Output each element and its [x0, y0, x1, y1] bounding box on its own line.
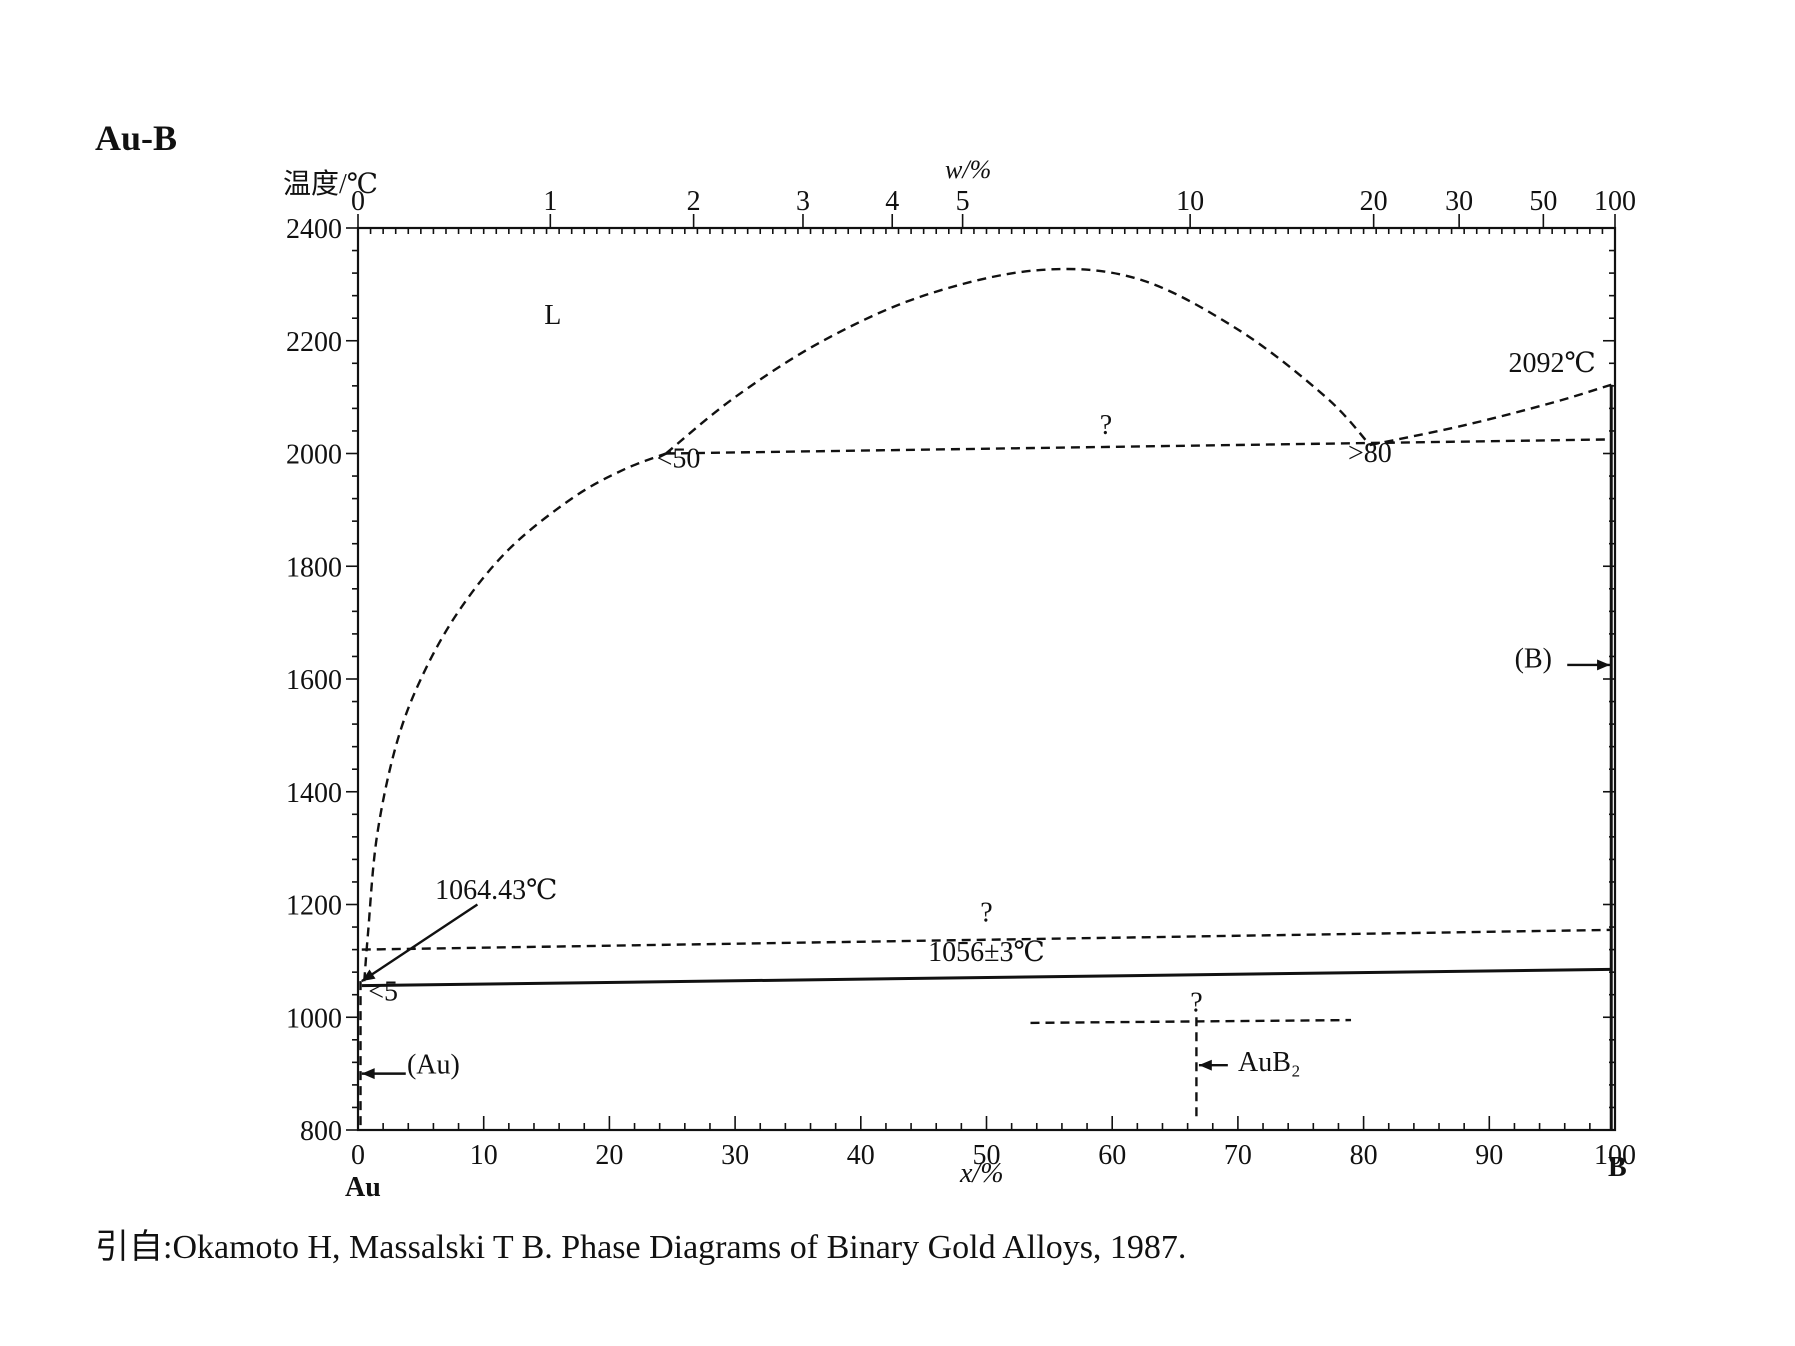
- top-tick-label: 3: [796, 186, 810, 217]
- y-tick-label: 1400: [286, 778, 342, 809]
- x-tick-label: 40: [847, 1140, 875, 1171]
- top-tick-label: 100: [1594, 186, 1636, 217]
- x-tick-label: 30: [721, 1140, 749, 1171]
- citation: 引自:Okamoto H, Massalski T B. Phase Diagr…: [95, 1228, 1186, 1266]
- annotation-label: 1064.43℃: [435, 875, 557, 906]
- annotation-label: <5: [368, 976, 398, 1007]
- y-tick-label: 800: [300, 1116, 342, 1147]
- phase-boundary-5: [361, 928, 1612, 951]
- annotation-label: ?: [1100, 410, 1112, 441]
- plot-frame: [356, 226, 1617, 1132]
- y-tick-label: 1200: [286, 891, 342, 922]
- x-tick-label: 100: [1594, 1140, 1636, 1171]
- x-tick-label: 20: [595, 1140, 623, 1171]
- top-tick-label: 50: [1529, 186, 1557, 217]
- x-left-end-label: Au: [345, 1172, 381, 1203]
- x-tick-label: 50: [973, 1140, 1001, 1171]
- phase-boundary-7: [1030, 1018, 1352, 1025]
- x-tick-label: 60: [1098, 1140, 1126, 1171]
- top-tick-label: 2: [687, 186, 701, 217]
- x-axis-label: x/%: [959, 1158, 1004, 1189]
- phase-boundary-2: [665, 267, 1371, 455]
- y-tick-label: 2200: [286, 327, 342, 358]
- annotation-label: ?: [1190, 988, 1202, 1019]
- top-tick-label: 0: [351, 186, 365, 217]
- top-tick-label: 1: [543, 186, 557, 217]
- x-right-end-label: B: [1608, 1152, 1627, 1183]
- top-tick-label: 10: [1176, 186, 1204, 217]
- x-tick-label: 10: [470, 1140, 498, 1171]
- x-tick-label: 0: [351, 1140, 365, 1171]
- phase-boundary-6: [361, 967, 1612, 988]
- phase-boundary-4: [665, 438, 1612, 455]
- annotation-label: 1056±3℃: [928, 937, 1045, 968]
- x-tick-label: 70: [1224, 1140, 1252, 1171]
- b-phase-arrow-head: [1597, 659, 1610, 671]
- phase-boundary-1: [363, 452, 667, 982]
- y-tick-label: 1000: [286, 1003, 342, 1034]
- y-tick-label: 1600: [286, 665, 342, 696]
- annotation-label: L: [544, 300, 561, 331]
- annotation-label: 2092℃: [1508, 348, 1595, 379]
- annotation-label: (B): [1515, 644, 1552, 675]
- x-tick-label: 80: [1350, 1140, 1378, 1171]
- top-tick-label: 20: [1360, 186, 1388, 217]
- melting-point-arrow-shaft: [361, 903, 479, 983]
- y-tick-label: 2000: [286, 440, 342, 471]
- annotation-label: (Au): [407, 1050, 460, 1081]
- top-tick-label: 5: [956, 186, 970, 217]
- diagram-title: Au-B: [95, 118, 177, 158]
- phase-boundaries: [359, 267, 1613, 1130]
- aub2-arrow-head: [1198, 1059, 1212, 1071]
- top-axis-label: w/%: [945, 155, 991, 184]
- y-tick-label: 1800: [286, 552, 342, 583]
- top-tick-label: 30: [1445, 186, 1473, 217]
- y-tick-label: 2400: [286, 214, 342, 245]
- annotation-label: ?: [980, 897, 992, 928]
- annotation-label: AuB₂: [1238, 1047, 1301, 1078]
- phase-boundary-3: [1369, 383, 1612, 447]
- au-solution-arrow-head: [361, 1068, 375, 1080]
- y-axis-label: 温度/℃: [283, 168, 378, 200]
- annotation-label: >80: [1348, 438, 1392, 469]
- arrows: [361, 659, 1610, 1080]
- x-tick-label: 90: [1475, 1140, 1503, 1171]
- melting-point-arrow-head: [361, 969, 376, 982]
- top-tick-label: 4: [885, 186, 899, 217]
- plot-border: [356, 226, 1617, 1132]
- annotation-label: <50: [657, 444, 701, 475]
- annotations: L 2092℃? <50 >80 (B) 1064.43℃? 1056±3℃ <5 ? AuB₂ (…: [368, 300, 1596, 1081]
